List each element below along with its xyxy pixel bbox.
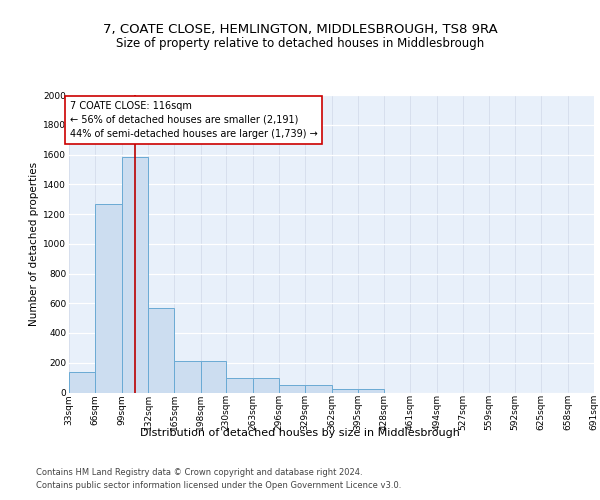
Bar [279, 385, 305, 392]
Text: 7, COATE CLOSE, HEMLINGTON, MIDDLESBROUGH, TS8 9RA: 7, COATE CLOSE, HEMLINGTON, MIDDLESBROUG… [103, 22, 497, 36]
Bar [122, 158, 148, 392]
Text: Contains public sector information licensed under the Open Government Licence v3: Contains public sector information licen… [36, 480, 401, 490]
Text: Distribution of detached houses by size in Middlesbrough: Distribution of detached houses by size … [140, 428, 460, 438]
Text: Contains HM Land Registry data © Crown copyright and database right 2024.: Contains HM Land Registry data © Crown c… [36, 468, 362, 477]
Bar [253, 378, 279, 392]
Bar [148, 308, 175, 392]
Bar [226, 378, 253, 392]
Bar [358, 389, 384, 392]
Y-axis label: Number of detached properties: Number of detached properties [29, 162, 39, 326]
Bar [200, 360, 226, 392]
Bar [305, 385, 331, 392]
Text: 7 COATE CLOSE: 116sqm
← 56% of detached houses are smaller (2,191)
44% of semi-d: 7 COATE CLOSE: 116sqm ← 56% of detached … [70, 101, 317, 139]
Bar [175, 360, 200, 392]
Bar [331, 389, 358, 392]
Bar [95, 204, 122, 392]
Bar [69, 372, 95, 392]
Text: Size of property relative to detached houses in Middlesbrough: Size of property relative to detached ho… [116, 38, 484, 51]
